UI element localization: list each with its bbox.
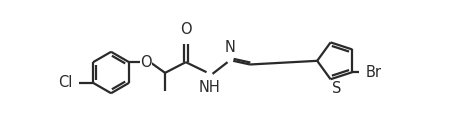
Text: N: N (225, 40, 235, 55)
Text: S: S (332, 81, 341, 96)
Text: O: O (140, 55, 151, 70)
Text: NH: NH (199, 80, 221, 94)
Text: Br: Br (366, 65, 382, 80)
Text: O: O (180, 22, 192, 37)
Text: Cl: Cl (58, 75, 72, 90)
